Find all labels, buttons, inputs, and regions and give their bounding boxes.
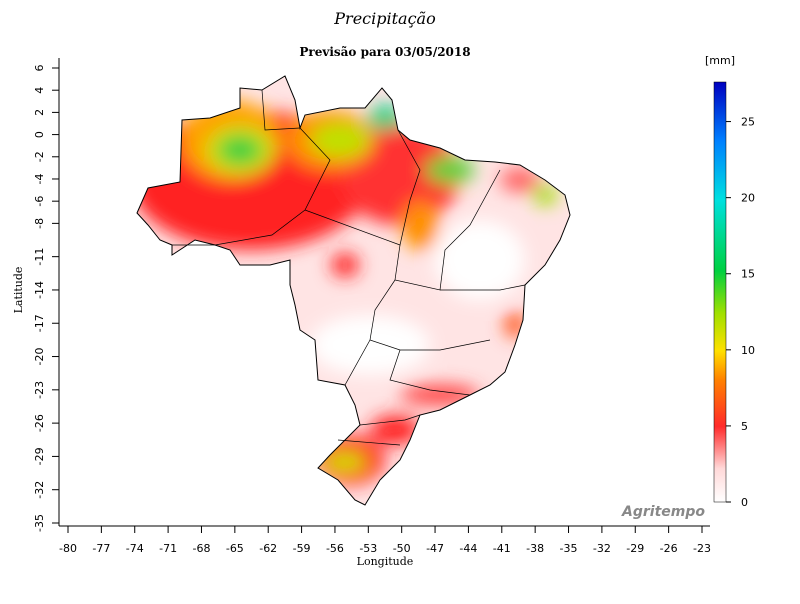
y-tick-label: -8 — [33, 218, 46, 229]
y-tick-label: -11 — [33, 248, 46, 266]
state-borders — [172, 89, 526, 446]
y-tick-label: 6 — [33, 65, 46, 72]
y-tick-label: -14 — [33, 281, 46, 299]
x-tick-label: -62 — [259, 542, 277, 555]
x-tick-label: -71 — [159, 542, 177, 555]
x-tick-label: -47 — [426, 542, 444, 555]
watermark: Agritempo — [621, 504, 705, 520]
title: Precipitação — [333, 9, 435, 28]
x-axis-label: Longitude — [357, 555, 414, 568]
y-tick-label: -2 — [33, 151, 46, 162]
x-tick-label: -74 — [126, 542, 144, 555]
x-tick-label: -50 — [393, 542, 411, 555]
y-tick-label: 0 — [33, 131, 46, 138]
colorbar-tick-label: 15 — [741, 268, 755, 281]
x-tick-label: -53 — [359, 542, 377, 555]
y-tick-label: 4 — [33, 87, 46, 94]
x-tick-label: -29 — [626, 542, 644, 555]
colorbar-tick-label: 0 — [741, 496, 748, 509]
x-tick-label: -80 — [59, 542, 77, 555]
y-tick-label: -32 — [33, 481, 46, 499]
x-tick-label: -32 — [593, 542, 611, 555]
x-tick-label: -77 — [92, 542, 110, 555]
y-tick-label: 2 — [33, 109, 46, 116]
y-tick-label: -20 — [33, 348, 46, 366]
colorbar-tick-label: 20 — [741, 192, 755, 205]
colorbar-unit: [mm] — [705, 54, 735, 67]
colorbar-tick-label: 25 — [741, 116, 755, 129]
x-tick-label: -59 — [293, 542, 311, 555]
x-tick-label: -41 — [493, 542, 511, 555]
y-tick-label: -29 — [33, 447, 46, 465]
y-tick-label: -26 — [33, 414, 46, 432]
colorbar-tick-label: 5 — [741, 420, 748, 433]
y-tick-label: -4 — [33, 173, 46, 184]
x-tick-label: -65 — [226, 542, 244, 555]
x-tick-label: -35 — [560, 542, 578, 555]
x-tick-label: -44 — [459, 542, 477, 555]
colorbar — [713, 81, 727, 503]
subtitle: Previsão para 03/05/2018 — [299, 45, 470, 59]
y-axis-label: Latitude — [12, 267, 25, 314]
x-tick-label: -56 — [326, 542, 344, 555]
x-tick-label: -38 — [526, 542, 544, 555]
y-tick-label: -23 — [33, 381, 46, 399]
y-tick-label: -17 — [33, 314, 46, 332]
x-tick-label: -68 — [192, 542, 210, 555]
y-tick-label: -6 — [33, 196, 46, 207]
y-tick-label: -35 — [33, 514, 46, 532]
x-tick-label: -23 — [693, 542, 711, 555]
x-tick-label: -26 — [660, 542, 678, 555]
colorbar-tick-label: 10 — [741, 344, 755, 357]
